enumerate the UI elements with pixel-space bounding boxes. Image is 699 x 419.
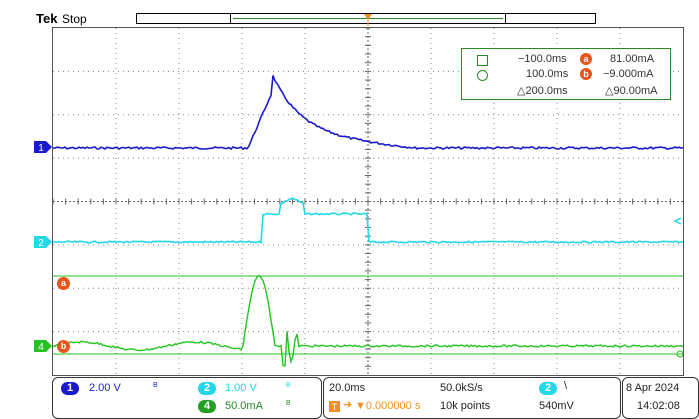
ch4-bandwidth-icon: B <box>286 400 291 407</box>
circle-cursor-icon <box>477 70 488 81</box>
arrow-right-icon: ➜ <box>343 399 353 411</box>
ch1-badge[interactable]: 1 <box>61 382 79 395</box>
trigger-slope-icon: \ <box>564 380 568 392</box>
cursor-a-value: 81.00mA <box>610 53 655 65</box>
ch1-bandwidth-icon: B <box>153 382 158 389</box>
trigger-position-icon: T <box>329 401 340 412</box>
ch2-ground-marker[interactable]: 2 <box>33 235 53 249</box>
trigger-level: 540mV <box>539 400 574 412</box>
waveform-plot[interactable]: −100.0ms a 81.00mA 100.0ms b −9.000mA △2… <box>52 27 684 376</box>
datetime-panel: 8 Apr 2024 14:02:08 <box>622 377 699 419</box>
cursor-b-time: 100.0ms <box>526 68 569 80</box>
settings-bar: 1 2.00 V B 2 1.00 V B 4 50.0mA B 20.0ms … <box>0 377 699 419</box>
ch1-ground-marker[interactable]: 1 <box>33 140 53 154</box>
trigger-source-badge[interactable]: 2 <box>539 382 557 395</box>
cursor-a-marker[interactable]: a <box>57 277 70 290</box>
ch4-waveform <box>53 274 683 367</box>
ch4-badge[interactable]: 4 <box>198 400 216 413</box>
waveform-canvas <box>53 28 683 375</box>
timebase: 20.0ms <box>329 382 366 394</box>
date-label: 8 Apr 2024 <box>626 382 680 394</box>
ch4-ground-marker[interactable]: 4 <box>33 339 53 353</box>
trigger-position: ▼0.000000 s <box>355 400 421 412</box>
horizontal-settings-panel[interactable]: 20.0ms 50.0kS/s 2 \ T ➜ ▼0.000000 s 10k … <box>323 377 621 419</box>
ch2-waveform <box>53 197 683 245</box>
ch2-offscreen-marker <box>673 217 682 225</box>
ch2-bandwidth-icon: B <box>286 382 291 389</box>
ch2-badge[interactable]: 2 <box>198 382 216 395</box>
svg-text:2: 2 <box>38 238 44 249</box>
ch2-scale: 1.00 V <box>225 382 257 394</box>
cursor-a-badge: a <box>580 53 592 65</box>
svg-text:4: 4 <box>38 342 44 353</box>
cursor-delta-value: △90.00mA <box>605 85 658 97</box>
brand-label: Tek <box>36 11 58 26</box>
acquisition-state: Stop <box>62 12 87 26</box>
cursor-b-badge: b <box>580 68 592 80</box>
square-cursor-icon <box>477 55 488 66</box>
status-bar: Tek Stop T <box>0 0 699 40</box>
cursor-b-value: −9.000mA <box>603 68 654 80</box>
time-label: 14:02:08 <box>637 400 680 412</box>
record-length: 10k points <box>440 400 491 412</box>
ch1-scale: 2.00 V <box>89 382 121 394</box>
ch4-level-marker <box>676 350 683 358</box>
svg-text:T: T <box>332 402 338 412</box>
graticule-center-ticks <box>53 28 671 367</box>
cursor-b-marker[interactable]: b <box>57 340 70 353</box>
left-margin-strip <box>0 26 8 386</box>
vertical-settings-panel[interactable]: 1 2.00 V B 2 1.00 V B 4 50.0mA B <box>52 377 322 419</box>
svg-text:1: 1 <box>38 143 44 154</box>
sample-rate: 50.0kS/s <box>440 382 483 394</box>
ch1-waveform <box>53 75 683 151</box>
cursor-readout-panel: −100.0ms a 81.00mA 100.0ms b −9.000mA △2… <box>461 48 671 100</box>
cursor-delta-time: △200.0ms <box>517 85 568 97</box>
ch4-scale: 50.0mA <box>225 400 263 412</box>
cursor-a-time: −100.0ms <box>518 53 567 65</box>
